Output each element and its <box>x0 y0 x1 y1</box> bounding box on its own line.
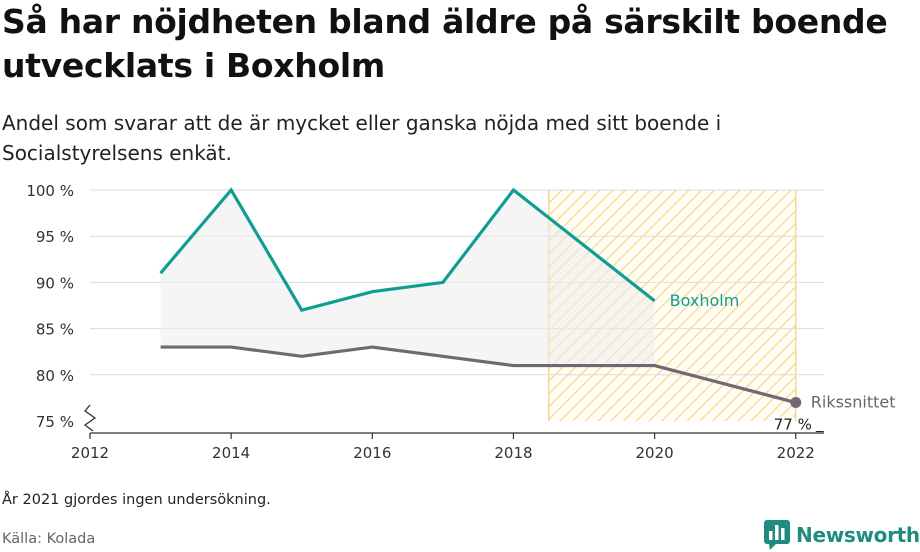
x-tick-label: 2016 <box>353 444 391 462</box>
annotation-value: 77 % <box>774 416 812 434</box>
y-tick-label: 95 % <box>36 228 74 246</box>
y-tick-label: 85 % <box>36 321 74 339</box>
y-tick-label: 80 % <box>36 367 74 385</box>
brand-name: Newsworthy <box>796 523 920 547</box>
y-axis-break <box>83 404 97 432</box>
chart-subtitle: Andel som svarar att de är mycket eller … <box>2 111 722 165</box>
newsworthy-logo[interactable]: Newsworthy <box>764 520 920 550</box>
series-line-boxholm <box>159 187 656 312</box>
x-tick-label: 2014 <box>212 444 250 462</box>
gap-area <box>160 190 655 366</box>
newsworthy-icon <box>764 520 790 550</box>
x-tick-label: 2020 <box>636 444 674 462</box>
y-tick-label: 90 % <box>36 274 74 292</box>
footnote: År 2021 gjordes ingen undersökning. <box>2 492 271 508</box>
annotation-halo: 77 % <box>774 416 812 434</box>
series-endpoint-rikssnittet <box>790 397 802 409</box>
series-label-boxholm: Boxholm <box>670 291 740 310</box>
chart-title: Så har nöjdheten bland äldre på särskilt… <box>2 2 888 85</box>
series-label-rikssnittet: Rikssnittet <box>811 393 896 412</box>
series-line-rikssnittet <box>160 345 797 405</box>
source-label: Källa: Kolada <box>2 531 96 547</box>
x-tick-label: 2018 <box>494 444 532 462</box>
line-chart: 75 % 80 % 85 % 90 % 95 % 100 % 2012 2014 2016 20… <box>26 182 896 462</box>
y-tick-label: 75 % <box>36 413 74 431</box>
x-tick-label: 2012 <box>71 444 109 462</box>
y-tick-label: 100 % <box>26 182 74 200</box>
x-tick-label: 2022 <box>777 444 815 462</box>
